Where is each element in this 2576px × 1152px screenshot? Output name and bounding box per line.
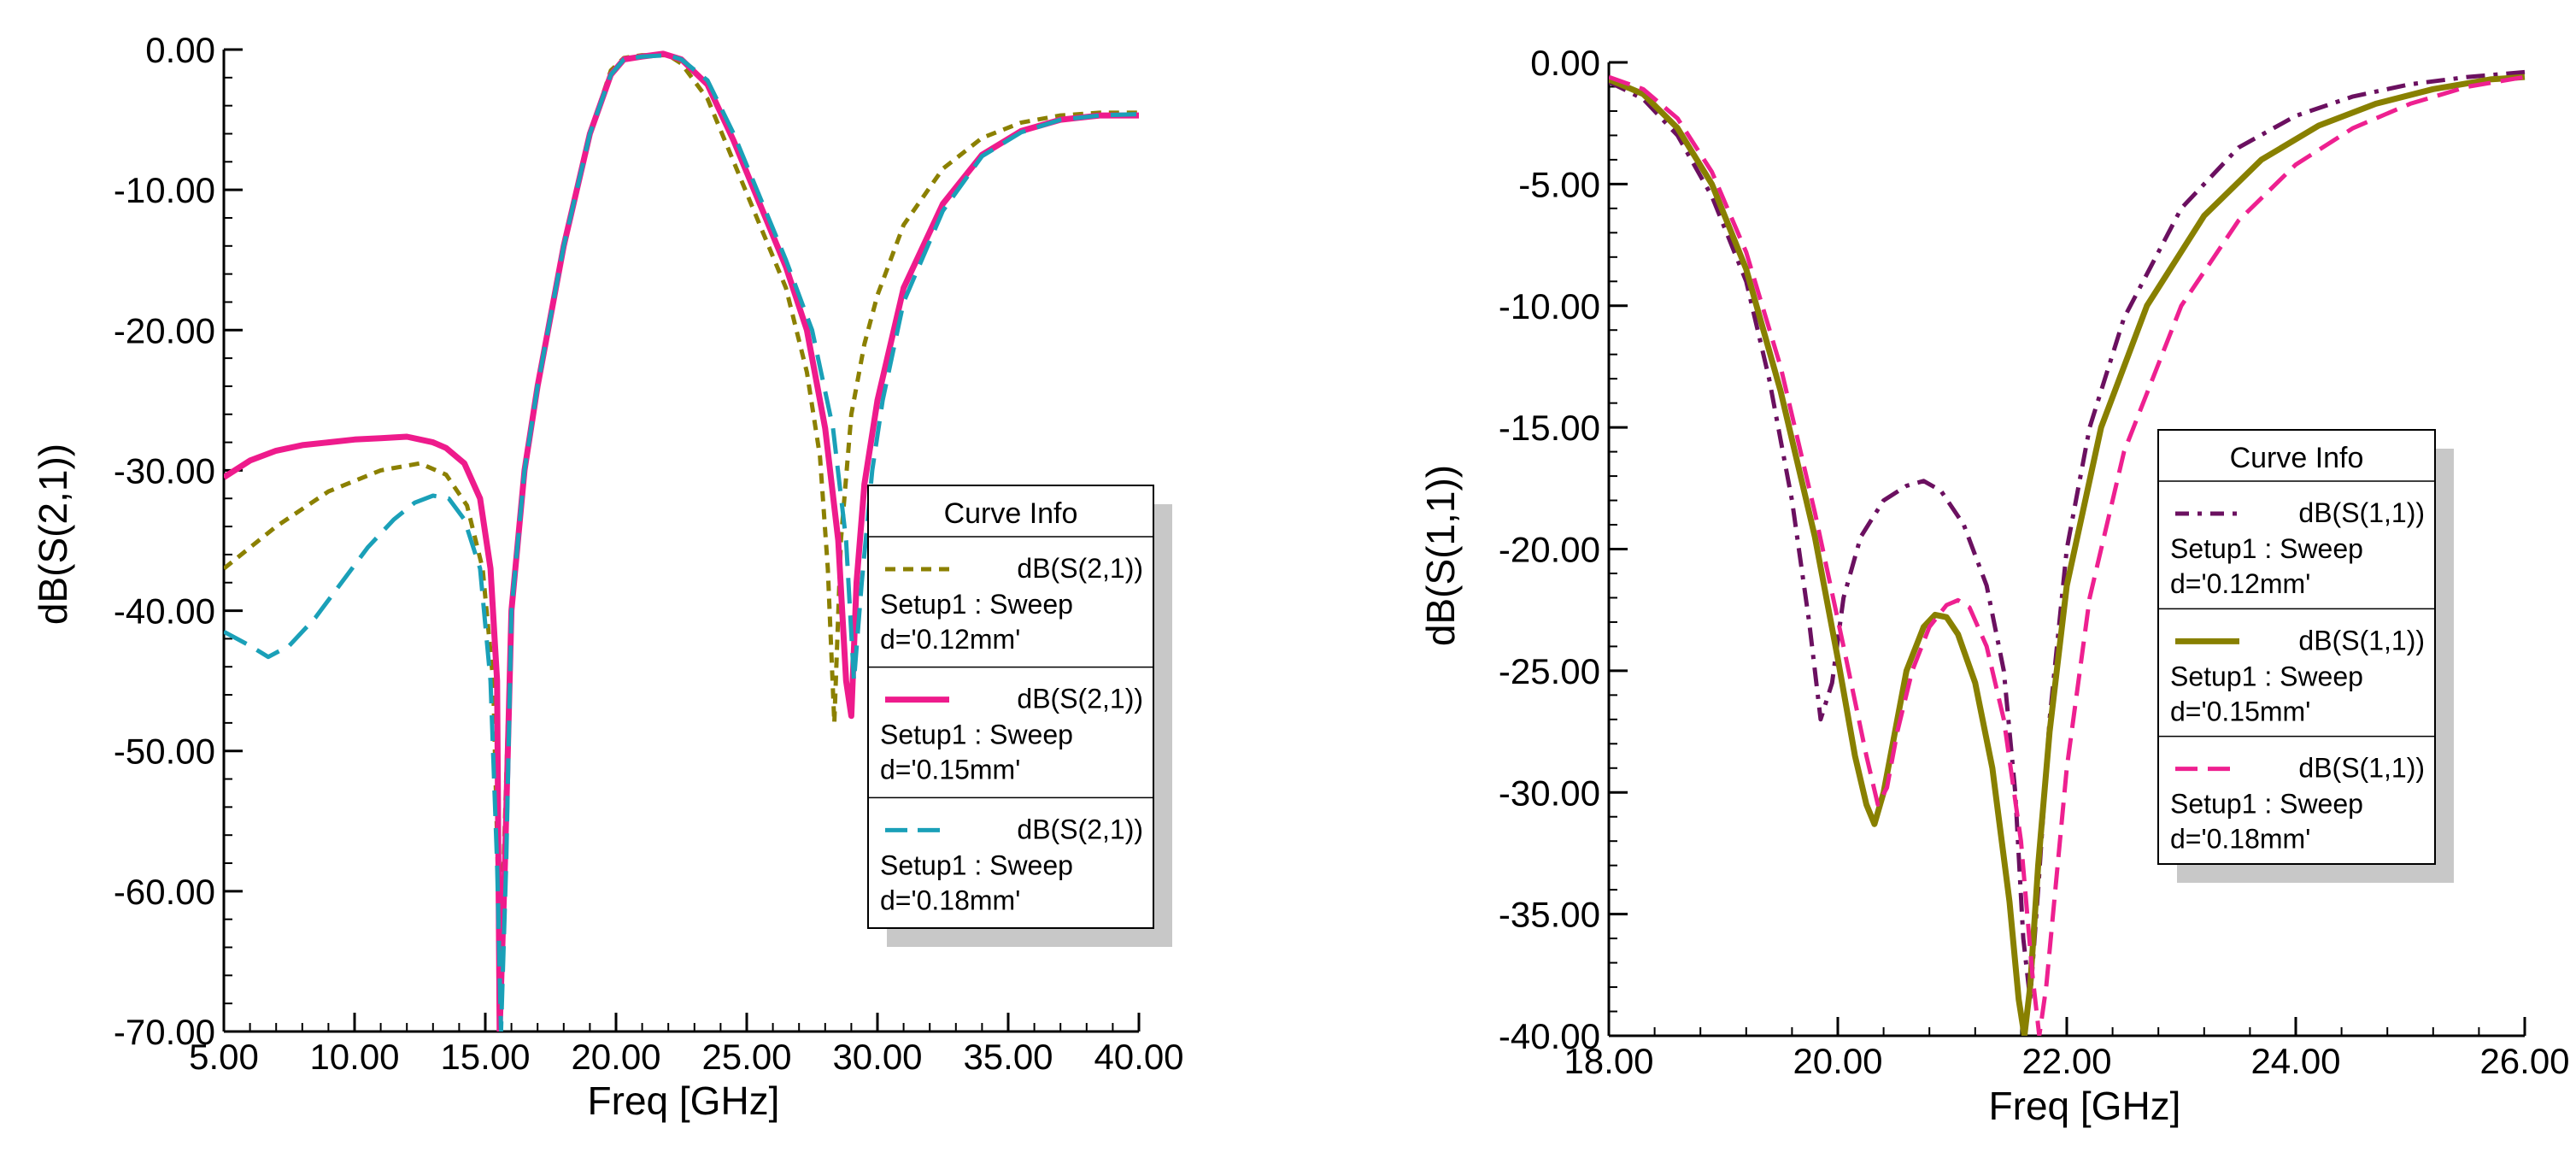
s11-y-tick-label: 0.00 [1530, 43, 1600, 83]
s11-legend-title: Curve Info [2230, 442, 2364, 474]
s11-x-tick-label: 18.00 [1564, 1041, 1653, 1081]
s21-ylabel: dB(S(2,1)) [31, 444, 75, 625]
s21-legend-setup: Setup1 : Sweep [880, 849, 1073, 880]
s11-y-tick-label: -20.00 [1499, 530, 1600, 570]
s11-series-group [1609, 69, 2526, 1036]
s11-x-tick-label: 26.00 [2479, 1041, 2569, 1081]
s21-y-tick-label: -70.00 [114, 1012, 215, 1052]
s21-y-tick-label: -50.00 [114, 732, 215, 772]
s11-legend-setup: Setup1 : Sweep [2170, 789, 2363, 820]
s11-y-tick-label: -30.00 [1499, 773, 1600, 813]
s11-legend-setup: Setup1 : Sweep [2170, 533, 2363, 564]
s11-xlabel: Freq [GHz] [1989, 1084, 2181, 1128]
s21-x-tick-label: 40.00 [1094, 1037, 1183, 1077]
s11-y-tick-label: -5.00 [1518, 164, 1600, 204]
s21-y-tick-label: -40.00 [114, 591, 215, 632]
s21-series-line-3 [224, 53, 1140, 1032]
s11-legend-param: d='0.15mm' [2170, 696, 2310, 726]
s21-legend-param: d='0.12mm' [880, 624, 1020, 655]
s21-y-axis-title: dB(S(2,1)) [31, 444, 75, 625]
s21-legend-setup: Setup1 : Sweep [880, 720, 1073, 750]
s11-y-tick-label: -10.00 [1499, 286, 1600, 326]
s11-ylabel: dB(S(1,1)) [1418, 465, 1463, 646]
s21-legend-title: Curve Info [944, 497, 1078, 530]
s21-legend-trace: dB(S(2,1)) [1017, 684, 1143, 714]
s11-legend-trace: dB(S(1,1)) [2298, 625, 2425, 655]
s21-x-tick-label: 20.00 [571, 1037, 660, 1077]
s21-y-tick-label: -10.00 [114, 170, 215, 210]
s21-xlabel: Freq [GHz] [588, 1079, 780, 1123]
s11-chart: dB(S(1,1)) Freq [GHz] 0.00 -5.00 -10.00 -15… [1418, 43, 2570, 1128]
s11-y-tick-label: -15.00 [1499, 408, 1600, 448]
s21-x-tick-label: 25.00 [701, 1037, 791, 1077]
s21-x-tick-label: 10.00 [309, 1037, 399, 1077]
s11-y-tick-label: -40.00 [1499, 1016, 1600, 1056]
s21-legend-trace: dB(S(2,1)) [1017, 553, 1143, 584]
s11-legend-trace: dB(S(1,1)) [2298, 497, 2425, 528]
s21-y-tick-label: -60.00 [114, 872, 215, 912]
s11-series-line-1 [1609, 69, 2526, 1002]
s21-y-tick-label: 0.00 [145, 30, 215, 70]
s11-legend-trace: dB(S(1,1)) [2298, 753, 2425, 784]
s21-chart: dB(S(2,1)) Freq [GHz] 0.00 -10.00 -20.00 -3… [31, 30, 1184, 1123]
s21-x-tick-label: 30.00 [832, 1037, 922, 1077]
s21-legend[interactable]: Curve Info dB(S(2,1)) Setup1 : Sweep d='0.1… [867, 485, 1172, 947]
s11-series-line-2 [1609, 73, 2526, 1036]
s11-series-line-3 [1609, 74, 2526, 1036]
s11-legend[interactable]: Curve Info dB(S(1,1)) Setup1 : Sweep d='0.1… [2157, 429, 2454, 883]
s11-y-tick-label: -35.00 [1499, 895, 1600, 935]
s21-legend-box [867, 485, 1154, 929]
s21-x-tick-label: 15.00 [440, 1037, 530, 1077]
s21-legend-param: d='0.15mm' [880, 755, 1020, 785]
s11-legend-param: d='0.18mm' [2170, 824, 2310, 855]
s21-x-tick-label: 35.00 [963, 1037, 1053, 1077]
s11-y-tick-label: -25.00 [1499, 651, 1600, 691]
s21-legend-param: d='0.18mm' [880, 885, 1020, 915]
s11-legend-box [2157, 429, 2436, 865]
s21-legend-setup: Setup1 : Sweep [880, 589, 1073, 620]
s21-y-tick-label: -20.00 [114, 310, 215, 350]
s11-legend-param: d='0.12mm' [2170, 568, 2310, 599]
s11-x-tick-label: 24.00 [2250, 1041, 2340, 1081]
s11-legend-setup: Setup1 : Sweep [2170, 661, 2363, 691]
s21-legend-trace: dB(S(2,1)) [1017, 814, 1143, 844]
s11-x-tick-label: 20.00 [1793, 1041, 1882, 1081]
s21-y-tick-label: -30.00 [114, 450, 215, 491]
s11-x-tick-label: 22.00 [2021, 1041, 2111, 1081]
s21-series-group [224, 50, 1140, 1032]
s21-x-tick-label: 5.00 [189, 1037, 259, 1077]
